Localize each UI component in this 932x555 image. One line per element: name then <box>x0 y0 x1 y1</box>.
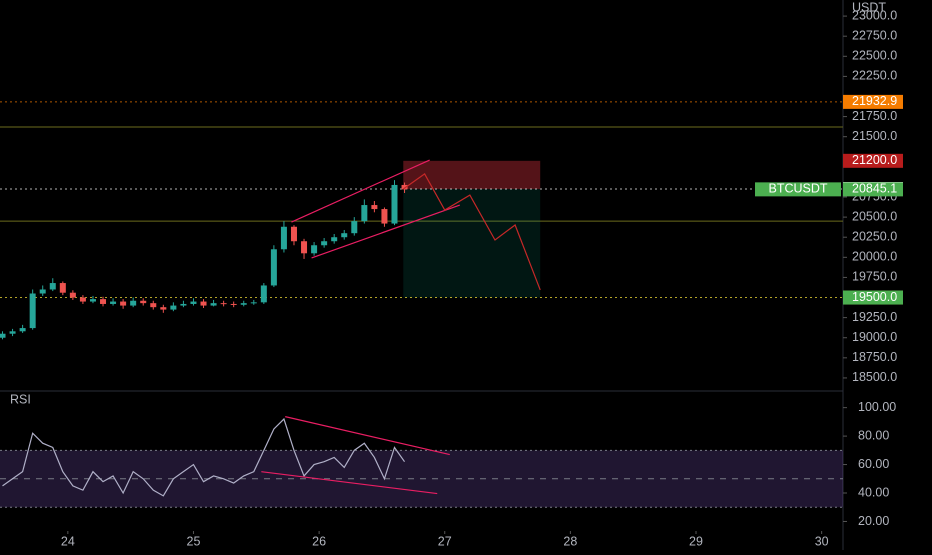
symbol-tag <box>755 182 841 197</box>
candle-body <box>381 209 388 224</box>
candle-body <box>100 299 107 304</box>
y-tick-label: 21500.0 <box>852 129 897 143</box>
y-tick-label: 19000.0 <box>852 330 897 344</box>
y-tick-label: 100.00 <box>858 400 896 414</box>
y-tick-label: 21750.0 <box>852 109 897 123</box>
candle-body <box>290 226 297 242</box>
symbol-label: BTCUSDT <box>768 182 827 196</box>
candle-body <box>331 237 338 242</box>
candle-body <box>401 184 408 190</box>
x-tick-label: 28 <box>563 534 577 548</box>
candle-body <box>311 245 318 254</box>
price-tag-label: 21932.9 <box>852 94 897 108</box>
candle-body <box>371 205 378 210</box>
unit-label: USDT <box>852 0 886 14</box>
y-tick-label: 20250.0 <box>852 230 897 244</box>
candle-body <box>210 303 217 306</box>
y-tick-label: 80.00 <box>858 428 889 442</box>
y-tick-label: 20000.0 <box>852 250 897 264</box>
x-tick-label: 26 <box>312 534 326 548</box>
x-tick-label: 24 <box>61 534 75 548</box>
candle-body <box>180 303 187 306</box>
price-tag <box>843 290 903 305</box>
candle-body <box>270 249 277 286</box>
y-tick-label: 20.00 <box>858 514 889 528</box>
x-tick-label: 27 <box>438 534 452 548</box>
trend-drawing <box>311 204 461 259</box>
y-tick-label: 18500.0 <box>852 370 897 384</box>
x-tick-label: 25 <box>187 534 201 548</box>
y-tick-label: 23000.0 <box>852 8 897 22</box>
candle-body <box>79 297 86 302</box>
trend-drawing <box>402 173 541 291</box>
candle-body <box>280 226 287 250</box>
y-tick-label: 19250.0 <box>852 310 897 324</box>
candle-body <box>49 283 56 290</box>
y-tick-label: 22750.0 <box>852 28 897 42</box>
candle-body <box>361 205 368 222</box>
candle-body <box>391 184 398 224</box>
candle-body <box>9 331 16 334</box>
x-tick-label: 30 <box>815 534 829 548</box>
y-tick-label: 60.00 <box>858 457 889 471</box>
trend-drawing <box>285 416 450 456</box>
trend-drawing <box>261 471 438 495</box>
rsi-line <box>2 417 406 497</box>
price-tag <box>843 153 903 168</box>
rsi-title: RSI <box>10 392 31 406</box>
price-tag-label: 21200.0 <box>852 153 897 167</box>
candle-body <box>110 301 117 304</box>
candle-body <box>59 283 66 293</box>
price-tag-label: 19500.0 <box>852 290 897 304</box>
candle-body <box>0 333 6 338</box>
candle-body <box>321 241 328 246</box>
price-tag <box>843 94 903 109</box>
candle-body <box>140 300 147 304</box>
candle-body <box>351 221 358 234</box>
candle-body <box>29 293 36 329</box>
candle-body <box>260 285 267 303</box>
candle-body <box>130 300 137 306</box>
y-tick-label: 22500.0 <box>852 49 897 63</box>
y-tick-label: 18750.0 <box>852 350 897 364</box>
candle-body <box>240 303 247 305</box>
price-tag <box>843 182 903 197</box>
candle-body <box>250 302 257 304</box>
candle-body <box>230 303 237 305</box>
y-tick-label: 20500.0 <box>852 209 897 223</box>
candle-body <box>19 328 26 332</box>
candle-body <box>89 299 96 302</box>
x-tick-label: 29 <box>689 534 703 548</box>
candle-body <box>200 301 207 306</box>
candle-body <box>150 303 157 308</box>
trend-drawing <box>291 159 430 223</box>
candle-body <box>69 292 76 298</box>
candle-body <box>220 303 227 305</box>
price-tag-label: 20845.1 <box>852 182 897 196</box>
target-zone <box>403 189 541 298</box>
candle-body <box>160 307 167 310</box>
candle-body <box>170 305 177 310</box>
candle-body <box>341 233 348 238</box>
y-tick-label: 22250.0 <box>852 69 897 83</box>
candle-body <box>120 301 127 306</box>
y-tick-label: 19750.0 <box>852 270 897 284</box>
candle-body <box>39 289 46 294</box>
y-tick-label: 40.00 <box>858 485 889 499</box>
candle-body <box>190 301 197 304</box>
stop-zone <box>403 160 541 190</box>
candle-body <box>301 241 308 254</box>
